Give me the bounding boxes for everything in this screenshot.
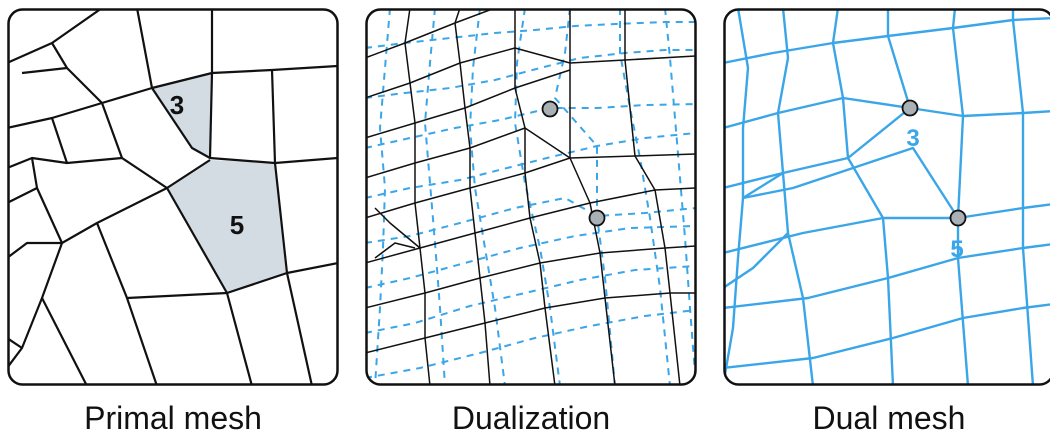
caption-dualization: Dualization — [451, 400, 611, 436]
primal-edges — [366, 9, 696, 385]
dual-mesh-panel: 3 5 — [723, 8, 1050, 386]
dualization-diagram — [365, 8, 697, 386]
primal-edges — [8, 9, 338, 385]
face-label-5: 5 — [230, 210, 244, 240]
dual-vertex-3 — [541, 100, 559, 118]
caption-primal-mesh: Primal mesh — [84, 400, 262, 436]
dual-edges-dashed — [366, 9, 696, 385]
face-label-3: 3 — [170, 90, 184, 120]
caption-dual-mesh: Dual mesh — [812, 400, 966, 436]
highlighted-face-5 — [167, 160, 287, 293]
dual-mesh-diagram: 3 5 — [723, 8, 1050, 386]
vertex-label-5: 5 — [950, 236, 963, 263]
dual-vertex-5 — [588, 209, 606, 227]
dual-vertex-5 — [949, 209, 967, 227]
vertex-label-3: 3 — [906, 125, 919, 152]
dual-edges — [724, 9, 1050, 385]
dual-vertex-3 — [901, 99, 919, 117]
highlighted-face-3 — [152, 73, 212, 158]
primal-mesh-panel: 3 5 — [7, 8, 339, 386]
dualization-panel — [365, 8, 697, 386]
primal-mesh-diagram: 3 5 — [7, 8, 339, 386]
